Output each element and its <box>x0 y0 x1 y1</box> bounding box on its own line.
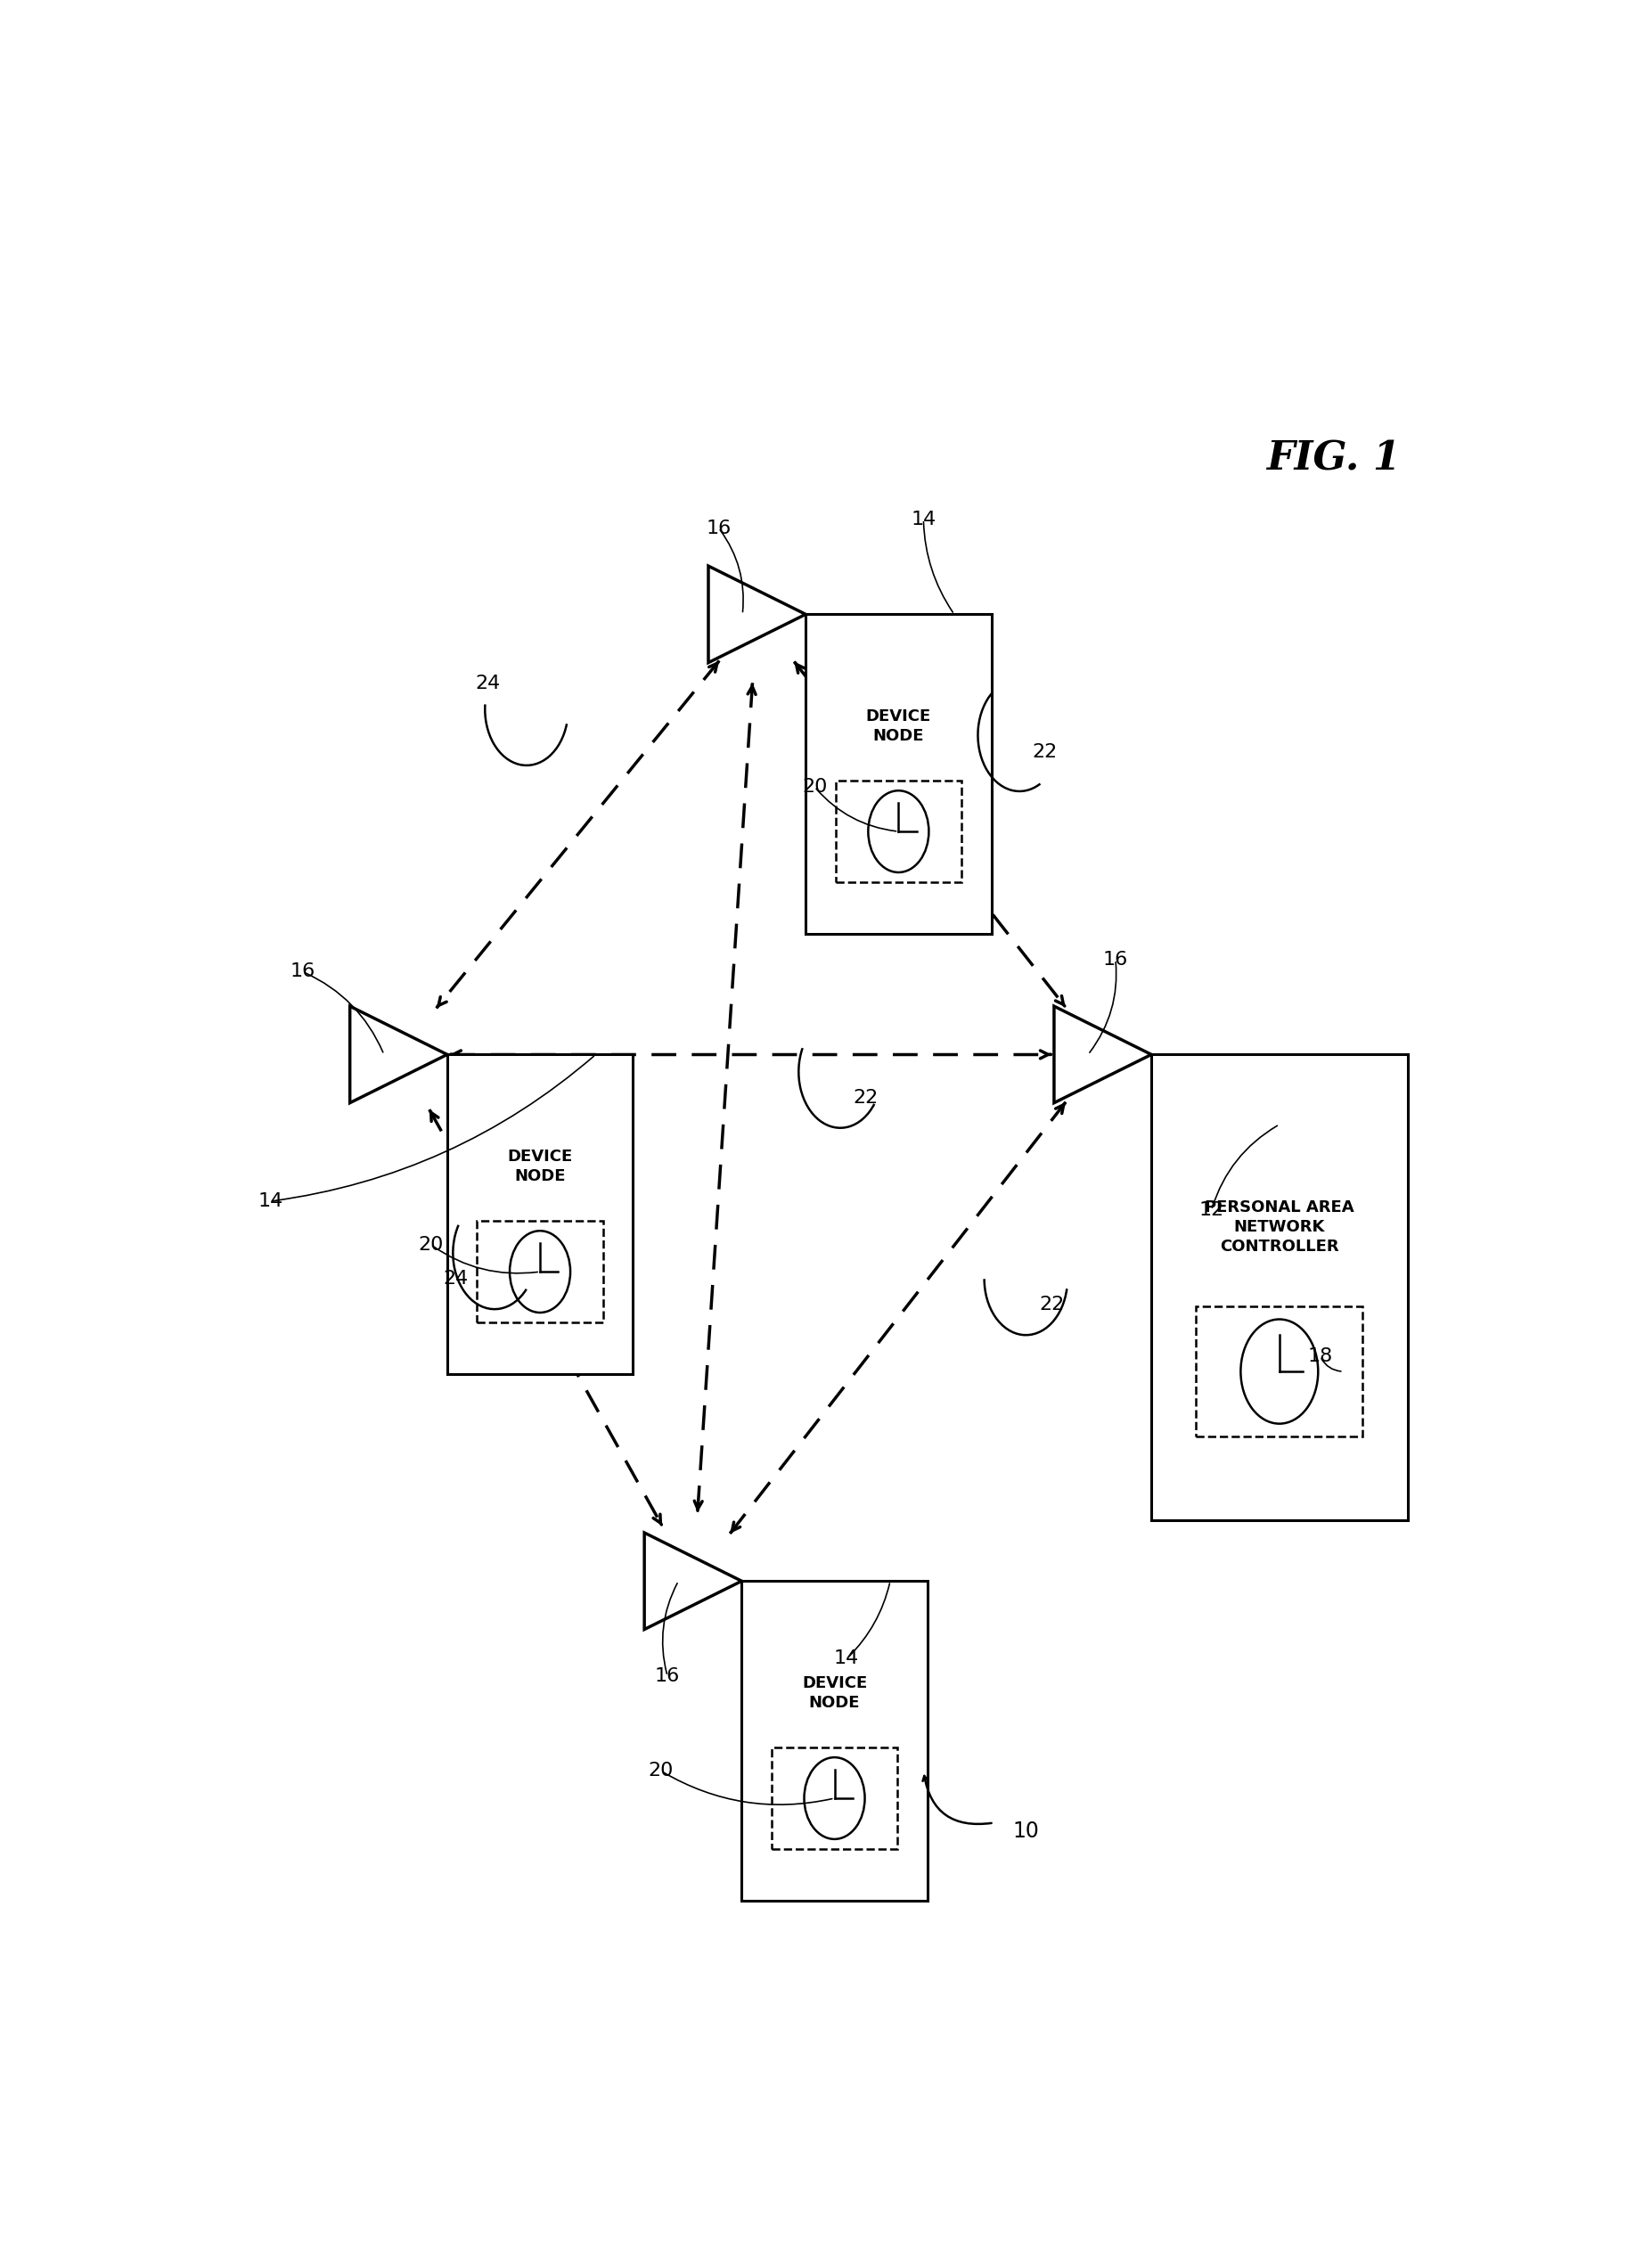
Bar <box>1196 1307 1363 1437</box>
Text: 22: 22 <box>1039 1296 1064 1314</box>
Bar <box>1151 1054 1408 1520</box>
Text: 16: 16 <box>705 520 732 536</box>
Text: 12: 12 <box>1199 1202 1224 1220</box>
Text: 24: 24 <box>476 675 501 693</box>
Text: 20: 20 <box>801 778 828 796</box>
Bar <box>836 780 961 883</box>
Text: FIG. 1: FIG. 1 <box>1265 439 1401 478</box>
Bar <box>448 1054 633 1374</box>
Text: 14: 14 <box>834 1650 859 1668</box>
Text: 20: 20 <box>418 1235 443 1253</box>
Text: 14: 14 <box>910 511 937 529</box>
Bar <box>806 614 991 933</box>
Bar <box>742 1581 927 1901</box>
Text: 16: 16 <box>291 962 316 980</box>
Text: DEVICE
NODE: DEVICE NODE <box>507 1148 573 1184</box>
Text: 22: 22 <box>854 1090 879 1108</box>
Text: 14: 14 <box>258 1193 282 1211</box>
Text: DEVICE
NODE: DEVICE NODE <box>866 708 932 744</box>
Text: 22: 22 <box>1032 744 1057 762</box>
Bar <box>477 1220 603 1323</box>
Text: 16: 16 <box>654 1668 681 1686</box>
Text: 20: 20 <box>648 1762 674 1780</box>
Text: 16: 16 <box>1104 951 1128 969</box>
Text: 24: 24 <box>444 1269 469 1287</box>
Text: 18: 18 <box>1308 1347 1333 1365</box>
Text: DEVICE
NODE: DEVICE NODE <box>801 1675 867 1711</box>
Bar <box>771 1747 897 1850</box>
Text: PERSONAL AREA
NETWORK
CONTROLLER: PERSONAL AREA NETWORK CONTROLLER <box>1204 1199 1355 1256</box>
Text: 10: 10 <box>1013 1821 1039 1843</box>
